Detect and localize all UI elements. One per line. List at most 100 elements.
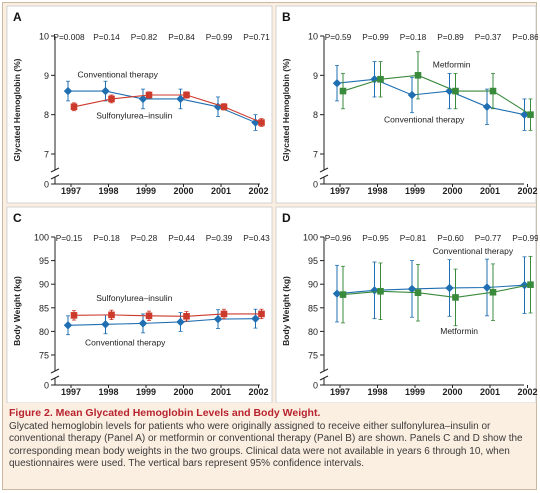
- axis-break-mark: [50, 167, 60, 173]
- series-conventional-therapy: [63, 308, 260, 336]
- data-point-square: [220, 310, 228, 318]
- p-value-label: P=0.71: [243, 32, 270, 42]
- data-point-diamond: [482, 283, 492, 292]
- p-value-label: P=0.14: [93, 32, 120, 42]
- data-point-square: [527, 281, 534, 288]
- y-tick-label: 90: [39, 280, 49, 290]
- p-value-label: P=0.99: [362, 32, 389, 42]
- data-point-diamond: [520, 280, 529, 290]
- y-tick-label: 85: [39, 303, 49, 313]
- y-tick-label: 100: [34, 233, 49, 243]
- data-point-square: [145, 312, 153, 320]
- x-tick-label: 2002: [248, 387, 268, 397]
- data-point-diamond: [251, 314, 260, 323]
- x-tick-label: 2000: [442, 186, 462, 196]
- p-value-label: P=0.43: [243, 233, 270, 243]
- y-tick-label: 80: [39, 327, 49, 337]
- p-value-label: P=0.89: [437, 32, 464, 42]
- series-sulfonylurea-insulin: [70, 91, 265, 127]
- panel-label: C: [13, 211, 22, 225]
- data-point-square: [489, 288, 497, 296]
- data-point-diamond: [101, 320, 110, 329]
- data-point-diamond: [176, 94, 185, 104]
- p-value-label: P=0.59: [325, 32, 352, 42]
- p-value-label: P=0.60: [437, 233, 464, 243]
- data-point-square: [377, 287, 384, 295]
- x-tick-label: 1997: [61, 387, 81, 397]
- x-tick-label: 2002: [248, 186, 268, 196]
- series-annotation: Metformin: [440, 326, 478, 336]
- data-point-square: [108, 311, 115, 319]
- panel-background: [6, 206, 273, 403]
- y-tick-label: 10: [308, 32, 318, 42]
- panel-label: D: [282, 211, 291, 225]
- data-point-square: [183, 91, 190, 99]
- axis-break-mark: [50, 174, 60, 180]
- panel-b: B 7 8 9 10 0 Glycated Hemoglobin (%) 1997 1998 19…: [275, 5, 538, 204]
- y-tick-label: 9: [313, 71, 318, 81]
- y-tick-label: 7: [313, 150, 318, 160]
- data-point-square: [339, 87, 347, 95]
- series-annotation: Sulfonylurea–insulin: [96, 293, 172, 303]
- x-tick-label: 1998: [98, 186, 118, 196]
- x-tick-label: 2002: [517, 186, 537, 196]
- data-point-diamond: [407, 284, 417, 294]
- y-tick-label-zero: 0: [313, 180, 318, 190]
- data-point-diamond: [138, 319, 148, 328]
- x-tick-label: 2001: [211, 387, 231, 397]
- y-tick-label: 75: [39, 351, 49, 361]
- y-tick-label: 75: [308, 351, 318, 361]
- data-point-diamond: [332, 289, 342, 298]
- series-line: [342, 74, 531, 116]
- x-tick-label: 1997: [330, 387, 350, 397]
- axis-break-mark: [319, 368, 329, 374]
- x-tick-label: 2000: [173, 186, 193, 196]
- x-tick-label: 1997: [61, 186, 81, 196]
- y-tick-label: 80: [308, 327, 318, 337]
- data-point-square: [70, 312, 78, 319]
- data-point-diamond: [407, 90, 417, 100]
- data-point-diamond: [63, 86, 73, 96]
- series-annotation: Sulfonylurea–insulin: [96, 111, 172, 121]
- y-tick-label: 8: [44, 110, 49, 120]
- p-value-label: P=0.82: [131, 32, 158, 42]
- p-value-label: P=0.99: [206, 32, 233, 42]
- p-value-label: P=0.96: [325, 233, 352, 243]
- series-sulfonylurea-insulin: [70, 308, 265, 322]
- axis-break-mark: [319, 167, 329, 173]
- p-value-label: P=0.95: [362, 233, 389, 243]
- data-point-diamond: [213, 314, 223, 324]
- axis-break-mark: [319, 375, 329, 381]
- axis-break-mark: [50, 368, 60, 374]
- data-point-diamond: [213, 102, 223, 111]
- data-point-square: [527, 111, 534, 118]
- data-point-square: [145, 91, 153, 99]
- x-tick-label: 2000: [173, 387, 193, 397]
- panel-background: [6, 5, 273, 204]
- y-axis-title: Body Weight (kg): [281, 276, 291, 346]
- y-axis-title: Glycated Hemoglobin (%): [12, 58, 22, 161]
- data-point-square: [183, 312, 190, 320]
- panel-label: A: [13, 10, 22, 24]
- y-tick-label: 10: [39, 32, 49, 42]
- p-value-label: P=0.008: [53, 32, 85, 42]
- series-metformin: [339, 51, 534, 131]
- p-value-label: P=0.86: [512, 32, 538, 42]
- series-annotation: Metformin: [433, 59, 471, 69]
- data-point-square: [452, 294, 459, 301]
- data-point-square: [489, 87, 497, 95]
- data-point-diamond: [445, 283, 454, 293]
- y-axis-title: Glycated Hemoglobin (%): [281, 58, 291, 161]
- caption-title: Figure 2. Mean Glycated Hemoglobin Level…: [9, 407, 321, 419]
- x-tick-label: 1999: [136, 186, 156, 196]
- x-tick-label: 1999: [405, 387, 425, 397]
- data-point-square: [452, 87, 459, 95]
- data-point-diamond: [482, 102, 492, 111]
- x-tick-label: 1998: [367, 186, 387, 196]
- x-tick-label: 1998: [98, 387, 118, 397]
- x-tick-label: 1998: [367, 387, 387, 397]
- data-point-square: [339, 291, 347, 298]
- y-tick-label: 90: [308, 280, 318, 290]
- data-point-square: [258, 119, 265, 126]
